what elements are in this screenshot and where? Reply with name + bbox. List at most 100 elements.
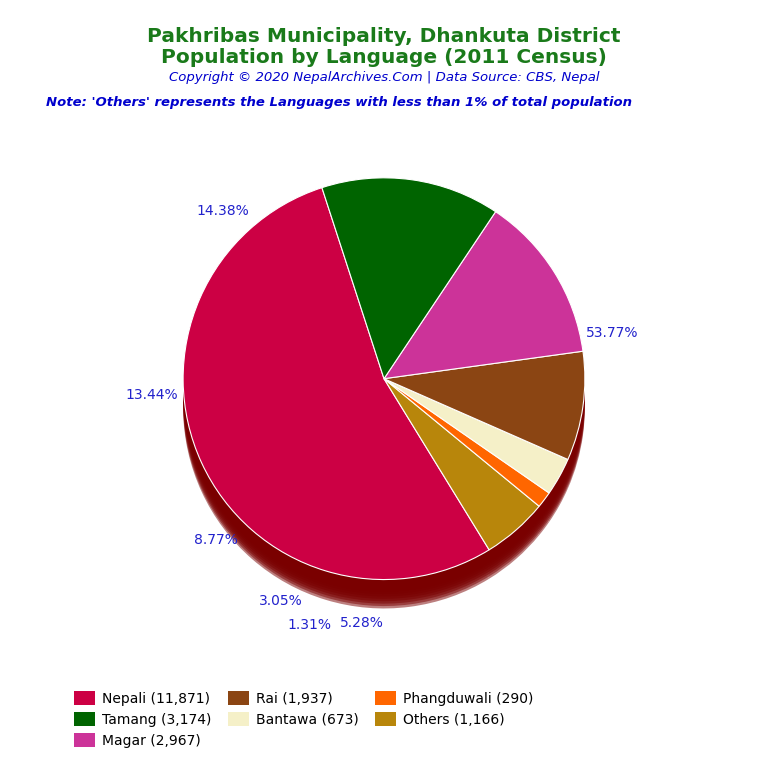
Wedge shape [322,202,495,402]
Wedge shape [384,383,549,511]
Wedge shape [384,223,583,391]
Wedge shape [384,406,568,519]
Wedge shape [384,391,568,505]
Wedge shape [183,197,489,589]
Wedge shape [384,361,585,469]
Text: 13.44%: 13.44% [125,388,178,402]
Wedge shape [384,379,539,550]
Wedge shape [384,400,549,528]
Wedge shape [384,376,585,484]
Wedge shape [384,373,585,482]
Wedge shape [384,236,583,402]
Wedge shape [384,214,583,381]
Wedge shape [384,406,549,533]
Wedge shape [384,400,539,571]
Wedge shape [384,231,583,398]
Wedge shape [183,190,489,582]
Wedge shape [384,212,583,379]
Wedge shape [384,398,539,569]
Wedge shape [384,386,549,514]
Wedge shape [384,219,583,386]
Wedge shape [384,221,583,389]
Text: Note: 'Others' represents the Languages with less than 1% of total population: Note: 'Others' represents the Languages … [46,96,632,109]
Text: Pakhribas Municipality, Dhankuta District: Pakhribas Municipality, Dhankuta Distric… [147,27,621,46]
Wedge shape [384,240,583,408]
Wedge shape [384,383,568,498]
Wedge shape [384,370,585,478]
Wedge shape [322,200,495,400]
Wedge shape [384,402,568,517]
Wedge shape [322,192,495,393]
Wedge shape [322,178,495,379]
Wedge shape [384,363,585,472]
Wedge shape [384,391,539,562]
Text: Copyright © 2020 NepalArchives.Com | Data Source: CBS, Nepal: Copyright © 2020 NepalArchives.Com | Dat… [169,71,599,84]
Wedge shape [384,381,568,495]
Wedge shape [384,396,549,523]
Wedge shape [384,366,585,474]
Wedge shape [384,226,583,393]
Wedge shape [384,368,585,476]
Legend: Nepali (11,871), Tamang (3,174), Magar (2,967), Rai (1,937), Bantawa (673), Phan: Nepali (11,871), Tamang (3,174), Magar (… [68,685,538,753]
Wedge shape [384,408,539,579]
Wedge shape [384,389,539,559]
Wedge shape [384,389,568,502]
Wedge shape [183,212,489,604]
Wedge shape [183,193,489,584]
Wedge shape [384,381,539,552]
Text: 8.77%: 8.77% [194,533,238,548]
Wedge shape [183,210,489,601]
Text: 53.77%: 53.77% [586,326,639,340]
Wedge shape [322,204,495,406]
Wedge shape [384,229,583,396]
Wedge shape [322,183,495,383]
Wedge shape [183,217,489,608]
Wedge shape [384,217,583,383]
Wedge shape [322,180,495,381]
Wedge shape [384,398,549,525]
Wedge shape [384,380,585,488]
Wedge shape [384,396,539,567]
Wedge shape [384,353,585,462]
Wedge shape [384,396,568,510]
Text: 3.05%: 3.05% [260,594,303,608]
Wedge shape [384,389,549,516]
Wedge shape [384,393,568,508]
Text: 1.31%: 1.31% [287,617,331,631]
Wedge shape [183,214,489,606]
Wedge shape [384,356,585,465]
Wedge shape [384,406,539,576]
Wedge shape [183,202,489,594]
Wedge shape [384,398,568,512]
Wedge shape [384,408,549,535]
Wedge shape [322,185,495,386]
Wedge shape [322,207,495,408]
Wedge shape [322,197,495,398]
Wedge shape [384,408,568,522]
Wedge shape [384,402,539,574]
Text: 14.38%: 14.38% [196,204,249,218]
Wedge shape [322,195,495,396]
Wedge shape [322,187,495,389]
Wedge shape [384,393,549,521]
Wedge shape [183,207,489,599]
Wedge shape [183,200,489,591]
Wedge shape [183,195,489,587]
Text: Population by Language (2011 Census): Population by Language (2011 Census) [161,48,607,67]
Wedge shape [183,187,489,580]
Wedge shape [384,386,539,557]
Wedge shape [183,204,489,597]
Wedge shape [384,391,549,518]
Wedge shape [384,378,585,486]
Wedge shape [384,379,568,493]
Wedge shape [384,351,585,459]
Wedge shape [384,393,539,564]
Wedge shape [384,379,549,506]
Wedge shape [384,402,549,531]
Wedge shape [384,233,583,400]
Wedge shape [384,400,568,515]
Wedge shape [384,359,585,467]
Wedge shape [384,381,549,508]
Wedge shape [322,190,495,391]
Wedge shape [384,238,583,406]
